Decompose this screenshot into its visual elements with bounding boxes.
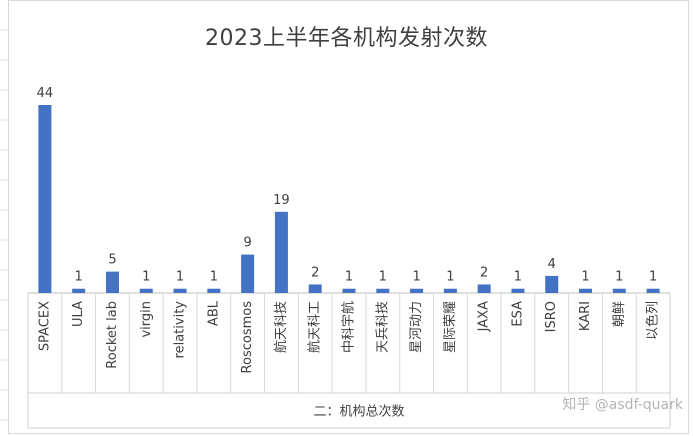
- bar-15: [545, 275, 559, 293]
- data-label-6: 9: [243, 236, 251, 251]
- bar-2: [105, 271, 119, 293]
- data-label-2: 5: [108, 253, 116, 268]
- category-label-15: ISRO: [544, 301, 559, 332]
- chart-area: [8, 0, 689, 434]
- watermark: 知乎 @asdf-quark: [562, 397, 683, 413]
- bar-8: [308, 284, 322, 293]
- bar-3: [139, 288, 153, 293]
- bar-4: [173, 288, 187, 293]
- category-label-4: relativity: [173, 301, 188, 359]
- data-label-0: 44: [37, 86, 54, 101]
- category-label-11: 星河动力: [409, 301, 424, 353]
- category-label-17: 朝鲜: [612, 301, 627, 327]
- category-label-18: 以色列: [645, 301, 661, 340]
- category-label-8: 航天科工: [307, 301, 323, 353]
- category-label-5: ABL: [206, 300, 221, 326]
- data-label-13: 2: [480, 265, 488, 280]
- category-label-1: ULA: [71, 301, 86, 327]
- data-label-7: 19: [273, 193, 290, 208]
- category-label-3: virgin: [139, 301, 154, 338]
- category-label-13: JAXA: [477, 301, 492, 332]
- data-label-5: 1: [210, 270, 218, 285]
- data-label-12: 1: [446, 270, 454, 285]
- data-label-3: 1: [142, 270, 150, 285]
- bar-16: [579, 288, 593, 293]
- bar-5: [207, 288, 221, 293]
- data-label-10: 1: [379, 270, 387, 285]
- data-label-14: 1: [514, 270, 522, 285]
- data-label-4: 1: [176, 270, 184, 285]
- bar-9: [342, 288, 356, 293]
- data-label-15: 4: [548, 257, 556, 272]
- category-label-12: 星际荣耀: [443, 301, 458, 353]
- category-label-9: 中科宇航: [341, 301, 357, 353]
- data-label-1: 1: [75, 270, 83, 285]
- category-label-6: Roscosmos: [240, 301, 255, 374]
- chart-title: 2023上半年各机构发射次数: [205, 26, 488, 51]
- data-label-8: 2: [311, 265, 319, 280]
- bar-14: [511, 288, 525, 293]
- category-label-10: 天兵科技: [375, 301, 390, 353]
- data-label-16: 1: [581, 270, 589, 285]
- bar-10: [376, 288, 390, 293]
- bar-18: [646, 288, 660, 293]
- bar-0: [38, 105, 52, 293]
- category-label-7: 航天科技: [273, 301, 289, 353]
- bar-12: [443, 288, 457, 293]
- data-label-18: 1: [649, 270, 657, 285]
- bar-17: [612, 288, 626, 293]
- bar-7: [274, 211, 288, 293]
- data-label-11: 1: [412, 270, 420, 285]
- bar-6: [241, 254, 255, 293]
- bar-13: [477, 284, 491, 293]
- bar-11: [410, 288, 424, 293]
- category-label-0: SPACEX: [37, 301, 52, 351]
- category-label-16: KARI: [578, 301, 593, 331]
- category-label-14: ESA: [510, 301, 525, 327]
- x-axis-title: 二：机构总次数: [313, 404, 404, 420]
- data-label-9: 1: [345, 270, 353, 285]
- category-label-2: Rocket lab: [105, 301, 120, 369]
- data-label-17: 1: [615, 270, 623, 285]
- bar-1: [72, 288, 86, 293]
